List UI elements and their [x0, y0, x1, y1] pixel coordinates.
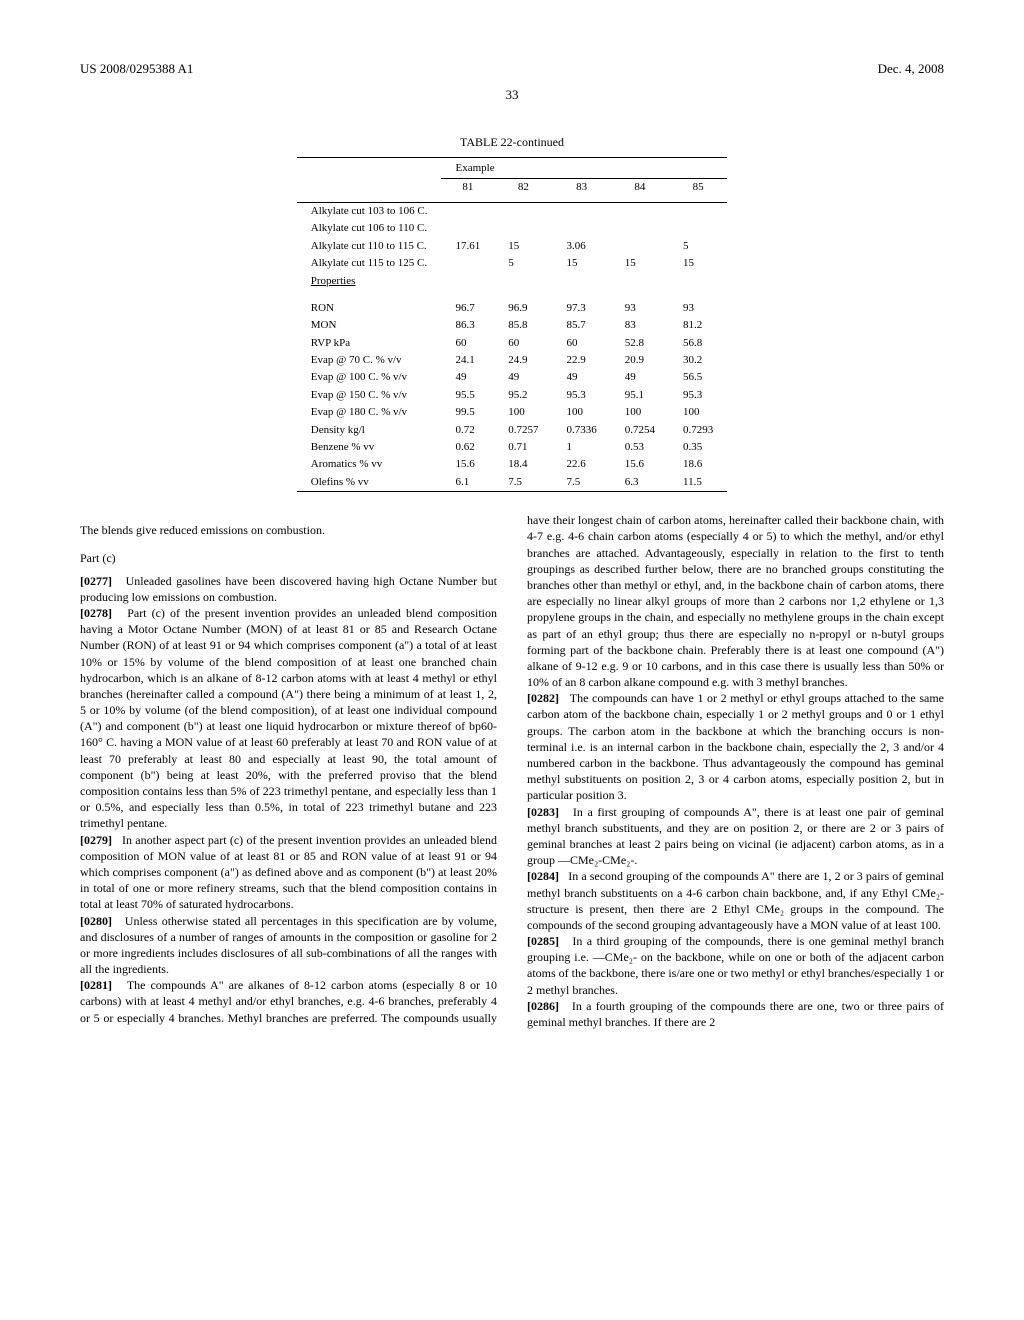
- row-label: Evap @ 70 C. % v/v: [297, 352, 442, 369]
- col-header: 84: [611, 178, 669, 196]
- para-text: Unless otherwise stated all percentages …: [80, 914, 497, 977]
- paragraph: [0285] In a third grouping of the compou…: [527, 933, 944, 998]
- para-num: [0283]: [527, 805, 559, 819]
- col-header: 85: [669, 178, 727, 196]
- row-label: Benzene % vv: [297, 439, 442, 456]
- properties-label: Properties: [297, 273, 442, 290]
- para-num: [0281]: [80, 978, 112, 992]
- data-table: Example 81 82 83 84 85 Alkylate cut 103 …: [297, 157, 727, 492]
- para-num: [0277]: [80, 574, 112, 588]
- row-label: Olefins % vv: [297, 474, 442, 492]
- row-label: Evap @ 150 C. % v/v: [297, 387, 442, 404]
- paragraph: [0280] Unless otherwise stated all perce…: [80, 913, 497, 978]
- para-text: Part (c) of the present invention provid…: [80, 606, 497, 830]
- row-label: Density kg/l: [297, 422, 442, 439]
- page-header: US 2008/0295388 A1 Dec. 4, 2008: [80, 60, 944, 78]
- paragraph: [0283] In a first grouping of compounds …: [527, 804, 944, 869]
- para-text: Unleaded gasolines have been discovered …: [80, 574, 497, 604]
- para-num: [0286]: [527, 999, 559, 1013]
- table-title: TABLE 22-continued: [80, 134, 944, 151]
- col-header: 81: [441, 178, 494, 196]
- paragraph: [0277] Unleaded gasolines have been disc…: [80, 573, 497, 605]
- paragraph: [0279] In another aspect part (c) of the…: [80, 832, 497, 913]
- row-label: RVP kPa: [297, 335, 442, 352]
- para-text: In a first grouping of compounds A", the…: [527, 805, 944, 868]
- para-text: The compounds can have 1 or 2 methyl or …: [527, 691, 944, 802]
- para-num: [0285]: [527, 934, 559, 948]
- para-text: In a second grouping of the compounds A"…: [527, 869, 944, 932]
- doc-date: Dec. 4, 2008: [878, 60, 944, 78]
- col-header: 83: [552, 178, 610, 196]
- row-label: Alkylate cut 110 to 115 C.: [297, 238, 442, 255]
- row-label: Evap @ 180 C. % v/v: [297, 404, 442, 421]
- para-text: In another aspect part (c) of the presen…: [80, 833, 497, 912]
- row-label: Aromatics % vv: [297, 456, 442, 473]
- blend-note: The blends give reduced emissions on com…: [80, 522, 497, 538]
- para-num: [0282]: [527, 691, 559, 705]
- para-text: In a fourth grouping of the compounds th…: [527, 999, 944, 1029]
- col-header: 82: [494, 178, 552, 196]
- row-label: RON: [297, 300, 442, 317]
- para-num: [0279]: [80, 833, 112, 847]
- row-label: MON: [297, 317, 442, 334]
- page-number: 33: [80, 86, 944, 104]
- para-num: [0278]: [80, 606, 112, 620]
- row-label: Evap @ 100 C. % v/v: [297, 369, 442, 386]
- paragraph: [0284] In a second grouping of the compo…: [527, 868, 944, 933]
- example-header: Example: [441, 160, 727, 178]
- body-columns: The blends give reduced emissions on com…: [80, 512, 944, 1030]
- para-num: [0284]: [527, 869, 559, 883]
- doc-id: US 2008/0295388 A1: [80, 60, 193, 78]
- para-text: In a third grouping of the compounds, th…: [527, 934, 944, 997]
- paragraph: [0278] Part (c) of the present invention…: [80, 605, 497, 832]
- paragraph: [0282] The compounds can have 1 or 2 met…: [527, 690, 944, 803]
- row-label: Alkylate cut 115 to 125 C.: [297, 255, 442, 272]
- row-label: Alkylate cut 103 to 106 C.: [297, 202, 442, 220]
- part-c-label: Part (c): [80, 550, 497, 566]
- paragraph: [0286] In a fourth grouping of the compo…: [527, 998, 944, 1030]
- para-num: [0280]: [80, 914, 112, 928]
- row-label: Alkylate cut 106 to 110 C.: [297, 220, 442, 237]
